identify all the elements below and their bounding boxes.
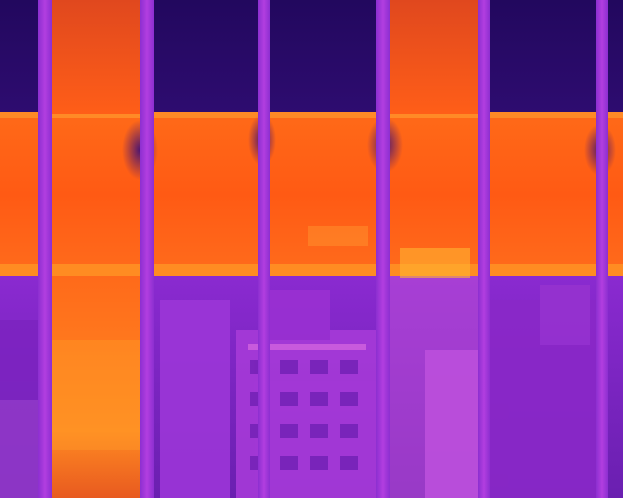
left-panel-upper bbox=[50, 0, 140, 114]
distant-building-hot bbox=[400, 248, 470, 278]
left-panel-hotspot bbox=[50, 340, 140, 450]
rooftop-equipment-hot bbox=[308, 226, 368, 246]
band-bottom-edge bbox=[0, 264, 623, 276]
left-panel-lower bbox=[50, 276, 140, 498]
spandrel-band bbox=[0, 112, 623, 277]
band-top-edge bbox=[0, 112, 623, 118]
mullions bbox=[38, 0, 608, 498]
center-panel-upper bbox=[388, 0, 480, 114]
center-panel-lower bbox=[388, 276, 480, 498]
